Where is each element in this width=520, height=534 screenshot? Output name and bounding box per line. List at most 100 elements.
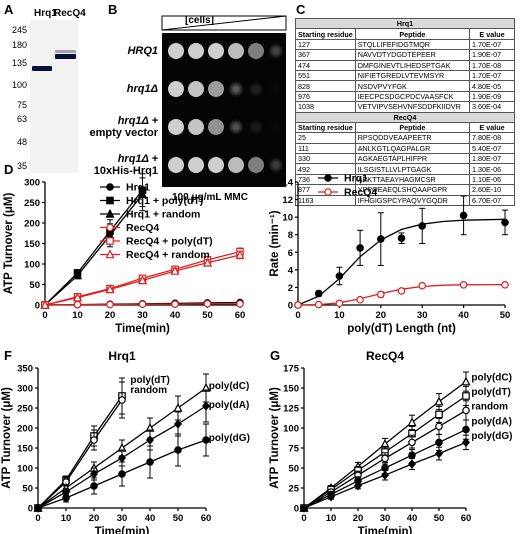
table-row: 25 RPSQDDVEAAPEETR 7.80E-08 <box>295 132 515 144</box>
y-tick-label: 150 <box>24 239 40 250</box>
strain-label-4-line-1: hrq1Δ + <box>117 153 158 165</box>
strain-label-2-line-1: hrq1Δ <box>126 83 158 95</box>
y-tick-label: 150 <box>283 384 299 395</box>
data-point <box>34 504 42 512</box>
spot-r2-c1 <box>168 81 184 97</box>
x-tick-label: 10 <box>326 513 337 524</box>
y-tick-label: 14 <box>282 178 293 189</box>
data-point <box>435 422 443 431</box>
data-point <box>72 292 83 302</box>
y-tick-label: 100 <box>24 260 40 271</box>
chart-e-ylabel: Rate (min⁻¹) <box>269 210 281 276</box>
y-tick-label: 100 <box>17 464 33 475</box>
data-point <box>461 376 471 386</box>
marker-75: 75 <box>16 100 27 110</box>
x-tick-label: 50 <box>500 310 511 321</box>
strain-label-1-line-1: HRQ1 <box>127 45 158 57</box>
data-point <box>203 299 212 308</box>
chart-e-legend: Hrq1 RecQ4 <box>318 173 377 199</box>
spot-r1-c1 <box>168 43 184 59</box>
table-cell: 367 <box>295 49 356 61</box>
data-point <box>418 281 427 290</box>
x-tick-label: 20 <box>105 310 116 321</box>
y-tick-label: 50 <box>288 464 299 475</box>
chart-d-xlabel: Time(min) <box>115 323 170 335</box>
y-tick-label: 300 <box>24 178 40 189</box>
y-tick-label: 350 <box>17 364 33 375</box>
series-label: poly(dA) <box>471 417 512 428</box>
data-point <box>381 470 389 480</box>
chart-f-ylabel: ATP Turnover (μM) <box>1 387 13 489</box>
data-point <box>171 300 179 308</box>
gel-band-hrq1 <box>32 66 52 71</box>
series-poly-dc- <box>299 371 471 512</box>
series-label: poly(dT) <box>130 375 169 386</box>
data-point <box>335 272 344 280</box>
table-cell: VETVIPVSEHVNFSDDFKIIDVR <box>354 101 471 113</box>
series-random <box>300 400 470 512</box>
spot-r3-c2 <box>188 119 204 135</box>
data-point <box>356 244 364 252</box>
data-point <box>407 417 417 427</box>
table-cell: 1.90E-09 <box>469 90 515 103</box>
data-point <box>314 289 323 298</box>
table-cell: 6.70E-07 <box>469 194 515 207</box>
data-point <box>408 459 416 469</box>
series-line <box>44 189 144 306</box>
legend-marker <box>105 208 115 218</box>
y-tick-label: 12 <box>282 195 293 206</box>
y-tick-label: 0 <box>294 504 299 515</box>
panel-label-f: F <box>4 348 12 363</box>
x-tick-label: 30 <box>137 310 148 321</box>
series-recq4-random <box>40 249 245 309</box>
x-tick-label: 10 <box>72 310 83 321</box>
marker-180: 180 <box>11 40 27 50</box>
marker-245: 245 <box>11 25 27 35</box>
x-tick-label: 40 <box>407 513 418 524</box>
y-tick-label: 300 <box>17 384 33 395</box>
y-tick-label: 8 <box>288 230 293 241</box>
spot-r2-c2 <box>188 81 204 97</box>
legend-label: Hrq1 <box>344 173 368 185</box>
chart-d-ylabel: ATP Turnover (μM) <box>3 193 15 295</box>
series-label: poly(dC) <box>209 381 250 392</box>
table-row: 551 NIFIETGREDLVTEVMSYR 1.70E-07 <box>295 69 515 82</box>
y-tick-label: 6 <box>288 248 293 259</box>
y-tick-label: 25 <box>288 484 299 495</box>
y-tick-label: 250 <box>17 404 33 415</box>
spot-r1-c2 <box>188 43 204 59</box>
x-tick-label: 0 <box>42 310 47 321</box>
table-cell: 7.80E-08 <box>469 132 515 144</box>
strain-label-3-line-2: empty vector <box>89 127 158 139</box>
lane-label-hrq1: Hrq1 <box>34 8 57 19</box>
spot-r1-c5 <box>248 43 264 59</box>
table-cell: NIFIETGREDLVTEVMSYR <box>354 69 471 82</box>
spot-r2-c6 <box>268 81 284 97</box>
legend-label: RecQ4 + poly(dT) <box>126 236 213 248</box>
data-point <box>462 406 470 415</box>
data-point <box>137 275 148 285</box>
table-cell: 551 <box>295 69 356 82</box>
gel-band-recq4 <box>55 54 76 59</box>
spot-r4-c5 <box>248 157 264 173</box>
panel-label-d: D <box>4 162 14 177</box>
data-point <box>459 211 468 220</box>
table-cell: 3.60E-04 <box>469 101 515 113</box>
spot-r3-c5 <box>248 119 264 135</box>
lane-label-recq4: RecQ4 <box>54 8 86 19</box>
data-point <box>397 234 406 243</box>
chart-e-xlabel: poly(dT) Length (nt) <box>347 323 456 335</box>
data-point <box>408 451 416 460</box>
data-point <box>377 290 385 299</box>
y-tick-label: 0 <box>28 504 33 515</box>
y-tick-label: 125 <box>283 404 300 415</box>
legend-marker <box>324 188 332 196</box>
table-cell: 474 <box>295 59 356 71</box>
data-point <box>462 392 470 400</box>
data-point <box>435 448 443 459</box>
legend-label: RecQ4 <box>344 187 377 199</box>
data-point <box>105 284 115 294</box>
series-label: poly(dT) <box>471 387 510 398</box>
series-line <box>37 395 123 509</box>
series-poly-dg- <box>300 434 470 513</box>
